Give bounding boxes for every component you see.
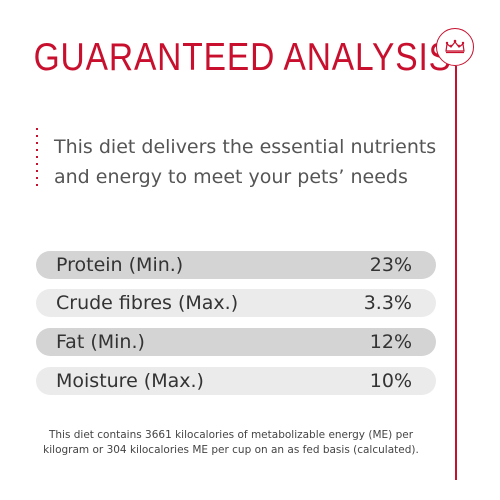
nutrient-label: Fat (Min.)	[56, 331, 145, 353]
nutrient-value: 3.3%	[363, 292, 412, 314]
nutrient-row-moisture: Moisture (Max.) 10%	[36, 367, 436, 395]
nutrient-value: 10%	[369, 370, 412, 392]
intro-text: This diet delivers the essential nutrien…	[54, 132, 436, 192]
intro-line-2: and energy to meet your pets’ needs	[54, 166, 408, 188]
nutrient-value: 12%	[369, 331, 412, 353]
footnote-line-2: kilogram or 304 kilocalories ME per cup …	[43, 444, 419, 456]
energy-footnote: This diet contains 3661 kilocalories of …	[0, 428, 462, 458]
nutrient-row-crude-fibres: Crude fibres (Max.) 3.3%	[36, 289, 436, 317]
crown-icon	[445, 39, 465, 54]
dotted-divider	[36, 128, 38, 186]
nutrient-label: Crude fibres (Max.)	[56, 292, 239, 314]
intro-line-1: This diet delivers the essential nutrien…	[54, 136, 437, 158]
nutrient-row-protein: Protein (Min.) 23%	[36, 251, 436, 279]
brand-logo	[436, 28, 474, 66]
nutrient-label: Moisture (Max.)	[56, 370, 204, 392]
nutrient-row-fat: Fat (Min.) 12%	[36, 328, 436, 356]
nutrient-label: Protein (Min.)	[56, 254, 184, 276]
nutrient-value: 23%	[369, 254, 412, 276]
page-title: GUARANTEED ANALYSIS	[33, 36, 452, 79]
accent-vertical-line	[455, 66, 457, 480]
footnote-line-1: This diet contains 3661 kilocalories of …	[48, 429, 414, 441]
